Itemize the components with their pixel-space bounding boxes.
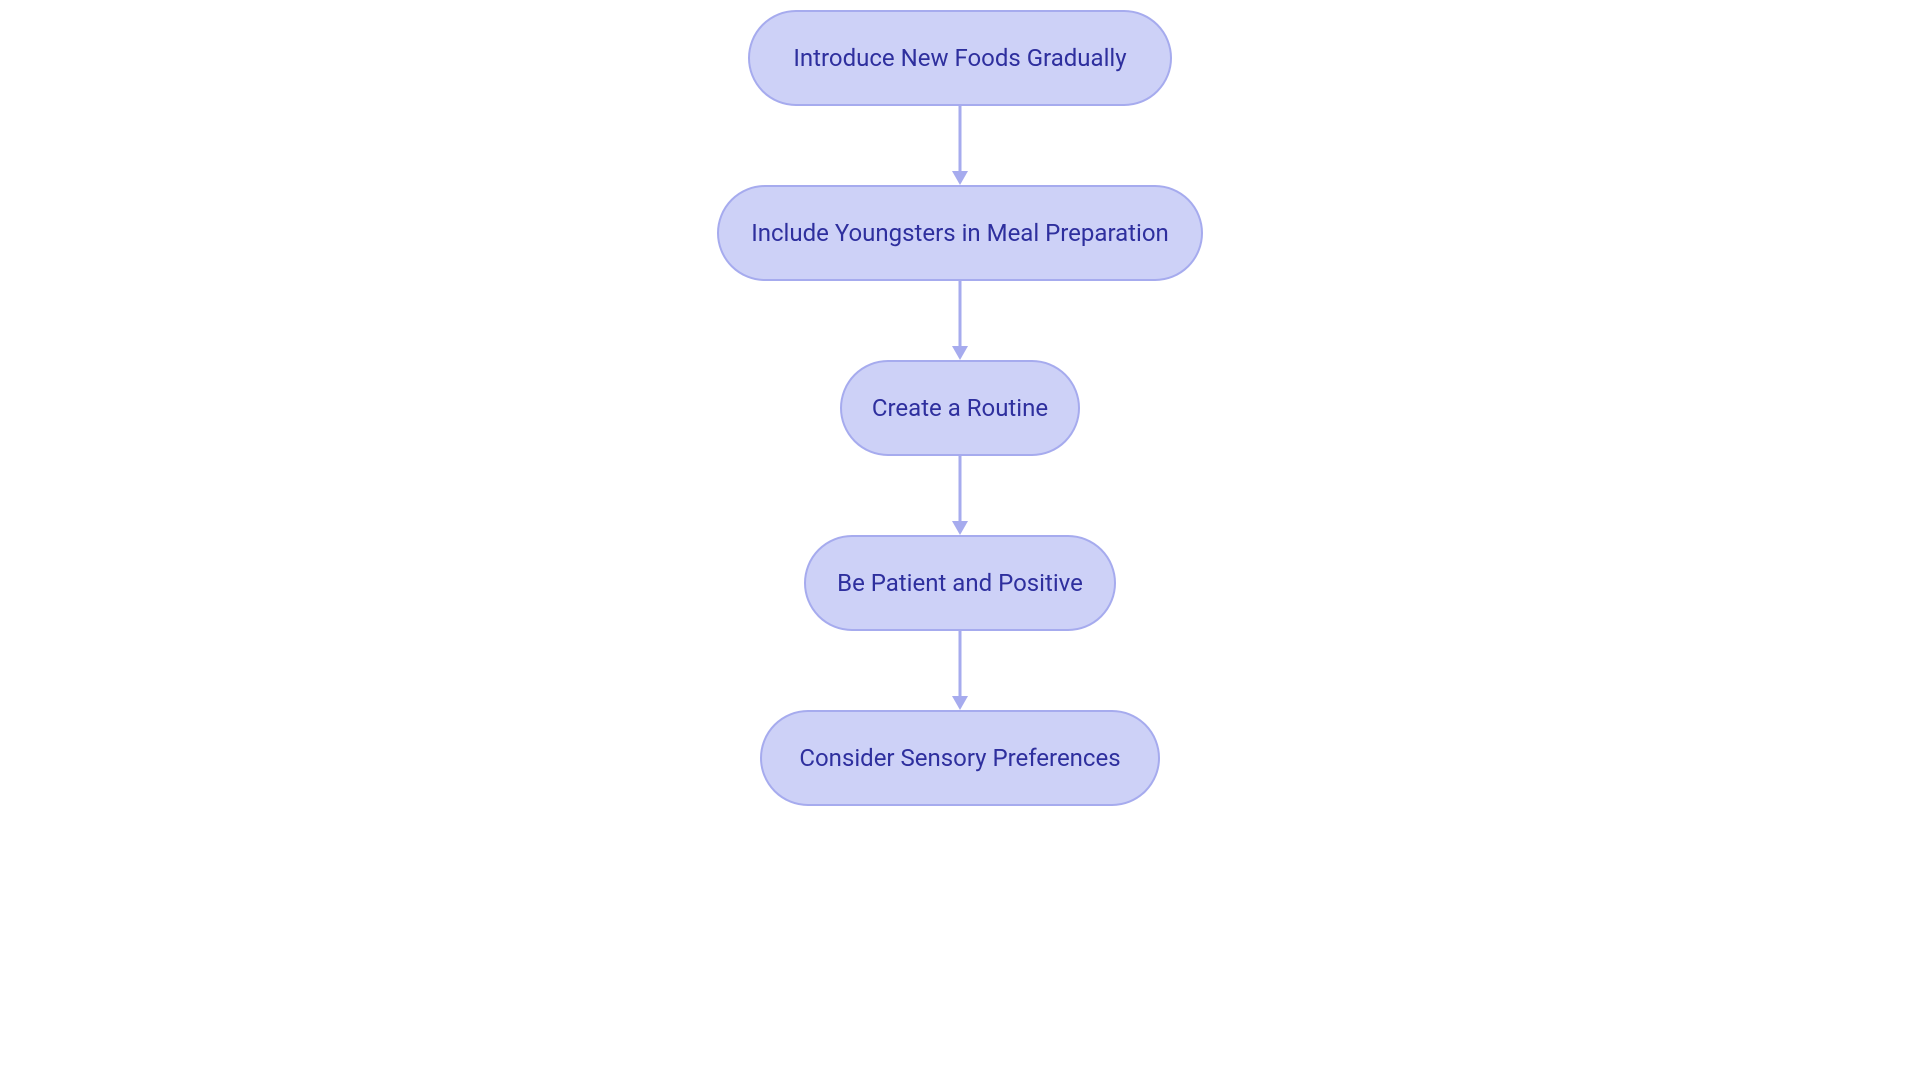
flowchart-node-2: Include Youngsters in Meal Preparation — [717, 185, 1203, 281]
flowchart-arrow-2 — [948, 281, 972, 360]
flowchart-arrow-3 — [948, 456, 972, 535]
flowchart-node-1: Introduce New Foods Gradually — [748, 10, 1172, 106]
flowchart-arrow-1 — [948, 106, 972, 185]
flowchart-node-4: Be Patient and Positive — [804, 535, 1116, 631]
flowchart-node-label: Introduce New Foods Gradually — [793, 44, 1126, 72]
flowchart-node-5: Consider Sensory Preferences — [760, 710, 1160, 806]
flowchart-node-label: Be Patient and Positive — [837, 569, 1083, 597]
flowchart-node-label: Create a Routine — [872, 394, 1048, 422]
flowchart-node-label: Consider Sensory Preferences — [799, 744, 1120, 772]
flowchart-container: Introduce New Foods Gradually Include You… — [0, 0, 1920, 1083]
flowchart-arrow-4 — [948, 631, 972, 710]
flowchart-node-label: Include Youngsters in Meal Preparation — [751, 219, 1169, 247]
flowchart-node-3: Create a Routine — [840, 360, 1080, 456]
